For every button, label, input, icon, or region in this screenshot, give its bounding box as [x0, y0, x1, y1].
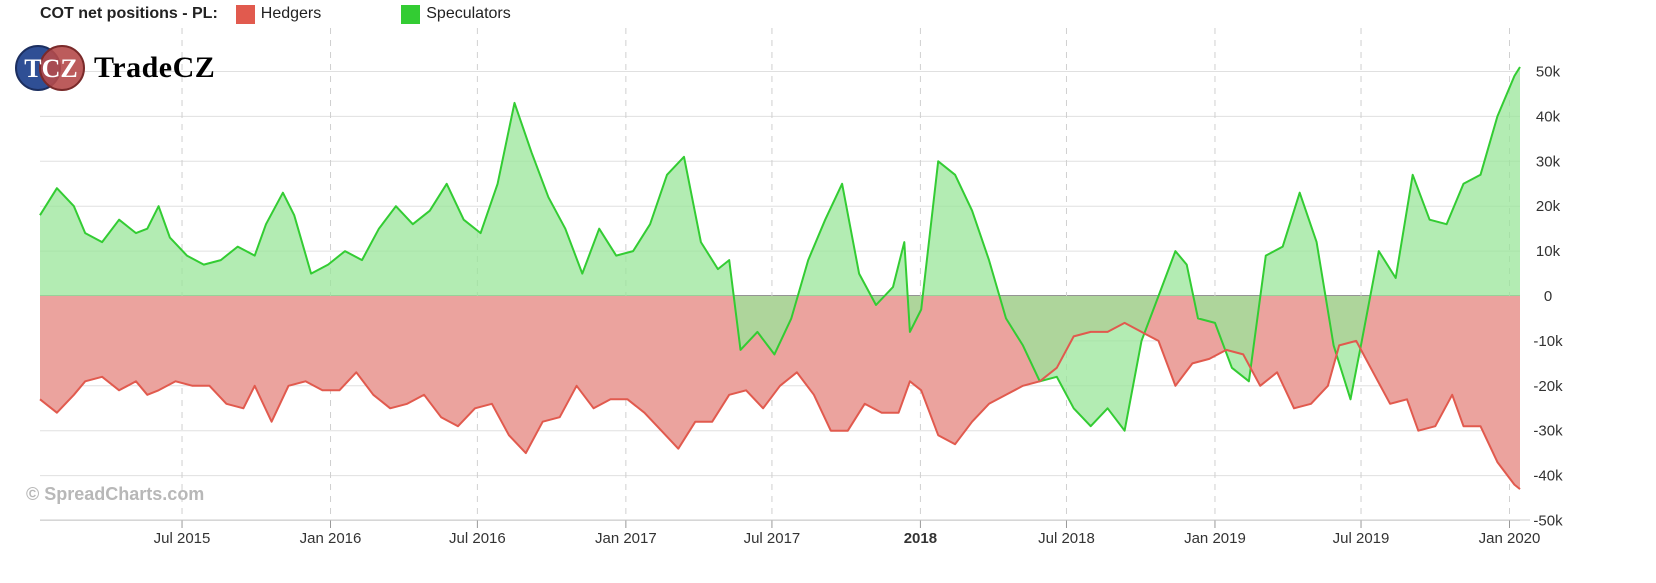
y-tick-label: 10k — [1536, 243, 1561, 260]
y-tick-label: -10k — [1533, 333, 1563, 350]
line-speculators — [39, 66, 1521, 432]
spreadcharts-watermark: © SpreadCharts.com — [26, 484, 205, 504]
y-tick-label: 30k — [1536, 153, 1561, 170]
legend-swatch-hedgers — [235, 4, 255, 24]
y-tick-label: 40k — [1536, 108, 1561, 125]
x-tick-label: Jan 2020 — [1479, 530, 1541, 547]
logo-monogram-text: TCZ — [24, 54, 77, 83]
chart-areas — [40, 67, 1520, 490]
tcz-monogram-icon: TCZ — [15, 45, 85, 91]
chart-legend: COT net positions - PL: Hedgers Speculat… — [40, 2, 511, 26]
y-tick-label: 50k — [1536, 64, 1561, 81]
x-tick-label: Jul 2015 — [154, 530, 211, 547]
legend-item-hedgers[interactable]: Hedgers — [235, 4, 322, 24]
x-tick-label: Jan 2017 — [595, 530, 657, 547]
x-tick-label: 2018 — [904, 530, 937, 547]
x-tick-label: Jul 2017 — [744, 530, 801, 547]
area-hedgers — [40, 296, 1520, 490]
y-tick-label: -40k — [1533, 468, 1563, 485]
logo-wordmark: TradeCZ — [94, 51, 216, 84]
x-tick-label: Jul 2018 — [1038, 530, 1095, 547]
x-tick-label: Jan 2016 — [300, 530, 362, 547]
tradecz-logo: TCZ TradeCZ — [14, 44, 215, 92]
y-tick-label: -20k — [1533, 378, 1563, 395]
x-tick-label: Jul 2016 — [449, 530, 506, 547]
legend-label-speculators: Speculators — [426, 5, 511, 22]
chart-lines — [39, 66, 1521, 490]
legend-label-hedgers: Hedgers — [260, 5, 322, 22]
x-tick-label: Jul 2019 — [1333, 530, 1390, 547]
y-tick-label: -30k — [1533, 423, 1563, 440]
x-axis: Jul 2015 Jan 2016 Jul 2016 Jan 2017 Jul 2017… — [40, 519, 1541, 547]
y-tick-label: 20k — [1536, 198, 1561, 215]
line-hedgers — [39, 321, 1521, 490]
x-tick-label: Jan 2019 — [1184, 530, 1246, 547]
legend-swatch-speculators — [401, 4, 421, 24]
legend-title: COT net positions - PL: — [40, 5, 218, 22]
y-axis: 50k 40k 30k 20k 10k 0 -10k -20k -30k -40k -50k — [1533, 64, 1563, 530]
y-tick-label: 0 — [1544, 288, 1552, 305]
y-tick-label: -50k — [1533, 513, 1563, 530]
legend-item-speculators[interactable]: Speculators — [401, 4, 511, 24]
